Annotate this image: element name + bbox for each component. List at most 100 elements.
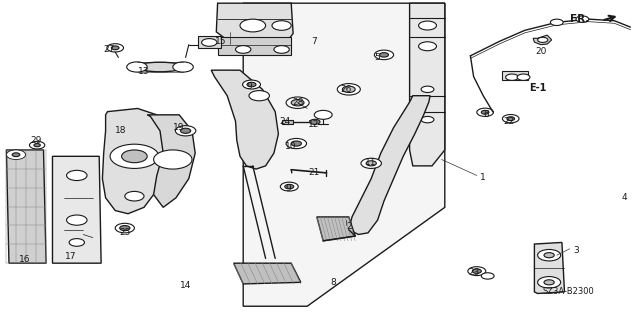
Ellipse shape (538, 277, 561, 288)
Polygon shape (147, 115, 195, 207)
Ellipse shape (366, 161, 376, 166)
Polygon shape (410, 3, 445, 166)
Ellipse shape (272, 21, 291, 30)
Text: 17: 17 (65, 252, 76, 261)
Polygon shape (52, 156, 101, 263)
Text: 26: 26 (340, 85, 351, 94)
Ellipse shape (69, 239, 84, 246)
Ellipse shape (310, 119, 320, 124)
Text: 20: 20 (535, 47, 547, 56)
Ellipse shape (506, 74, 518, 80)
Text: 29: 29 (30, 137, 42, 145)
Ellipse shape (236, 46, 251, 53)
Ellipse shape (421, 86, 434, 93)
Text: 5: 5 (375, 53, 380, 62)
Ellipse shape (125, 191, 144, 201)
Text: 27: 27 (103, 45, 115, 54)
Ellipse shape (517, 74, 530, 80)
Text: E-1: E-1 (529, 83, 547, 93)
Ellipse shape (291, 141, 301, 146)
Ellipse shape (285, 184, 294, 189)
Bar (198, 36, 221, 48)
Ellipse shape (120, 226, 130, 231)
Text: 22: 22 (503, 117, 515, 126)
Ellipse shape (107, 44, 124, 52)
Ellipse shape (502, 115, 519, 123)
Text: 15: 15 (215, 37, 227, 46)
Ellipse shape (175, 126, 196, 136)
Ellipse shape (6, 150, 26, 160)
Ellipse shape (419, 42, 436, 51)
Ellipse shape (122, 150, 147, 163)
Ellipse shape (180, 128, 191, 133)
Ellipse shape (249, 91, 269, 101)
Ellipse shape (342, 86, 355, 93)
Text: 8: 8 (330, 278, 335, 287)
Ellipse shape (202, 39, 217, 46)
Ellipse shape (550, 19, 563, 26)
Text: 21: 21 (308, 168, 319, 177)
Text: 1: 1 (481, 173, 486, 182)
Text: 14: 14 (180, 281, 191, 290)
Ellipse shape (291, 100, 304, 106)
Bar (502, 71, 528, 80)
Text: 25: 25 (119, 228, 131, 237)
Ellipse shape (538, 37, 548, 42)
Ellipse shape (314, 110, 332, 119)
Ellipse shape (110, 144, 159, 168)
Ellipse shape (274, 46, 289, 53)
Text: FR.: FR. (570, 14, 589, 24)
Ellipse shape (67, 215, 87, 225)
Bar (282, 120, 293, 124)
Ellipse shape (173, 62, 193, 72)
Polygon shape (534, 242, 564, 293)
Ellipse shape (481, 110, 489, 114)
Ellipse shape (67, 170, 87, 181)
Text: 3: 3 (573, 246, 579, 255)
Ellipse shape (468, 267, 486, 276)
Ellipse shape (576, 16, 589, 22)
Polygon shape (211, 70, 278, 169)
Text: 9: 9 (247, 82, 252, 91)
Polygon shape (533, 35, 552, 45)
Ellipse shape (477, 108, 493, 116)
Text: 9: 9 (285, 184, 291, 193)
Ellipse shape (538, 249, 561, 261)
Ellipse shape (361, 158, 381, 168)
Bar (218, 37, 291, 55)
Ellipse shape (115, 223, 134, 233)
Ellipse shape (127, 62, 147, 72)
Polygon shape (317, 217, 355, 241)
Ellipse shape (243, 80, 260, 89)
Ellipse shape (481, 273, 494, 279)
Text: 23: 23 (468, 268, 479, 277)
Ellipse shape (111, 46, 119, 50)
Ellipse shape (247, 82, 256, 87)
Ellipse shape (544, 280, 554, 285)
Ellipse shape (136, 62, 184, 72)
Text: 28: 28 (292, 98, 303, 107)
Text: 18: 18 (115, 126, 126, 135)
Text: 2: 2 (346, 222, 351, 231)
Text: 6: 6 (484, 110, 489, 119)
Ellipse shape (29, 141, 45, 149)
Polygon shape (102, 108, 170, 214)
Ellipse shape (154, 150, 192, 169)
Ellipse shape (544, 253, 554, 258)
Text: 19: 19 (173, 123, 185, 132)
Text: 16: 16 (19, 256, 30, 264)
Ellipse shape (286, 138, 307, 149)
Ellipse shape (421, 116, 434, 123)
Ellipse shape (240, 19, 266, 32)
Ellipse shape (419, 21, 436, 30)
Ellipse shape (374, 50, 394, 60)
Ellipse shape (286, 97, 309, 108)
Polygon shape (243, 3, 445, 306)
Text: 24: 24 (279, 117, 291, 126)
Ellipse shape (280, 182, 298, 191)
Polygon shape (6, 150, 46, 263)
Text: SZ3A-B2300: SZ3A-B2300 (543, 287, 594, 296)
Text: 13: 13 (138, 67, 150, 76)
Polygon shape (349, 96, 430, 234)
Text: 4: 4 (621, 193, 627, 202)
